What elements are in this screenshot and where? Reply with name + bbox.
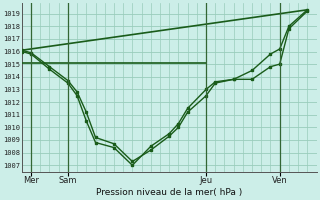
X-axis label: Pression niveau de la mer( hPa ): Pression niveau de la mer( hPa ) <box>96 188 242 197</box>
